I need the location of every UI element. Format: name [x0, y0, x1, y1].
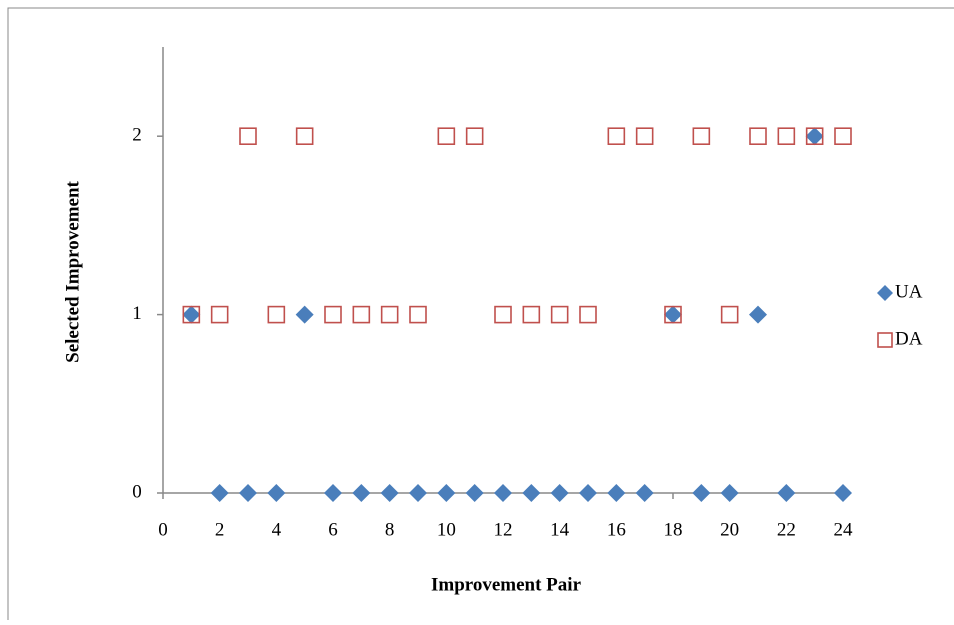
- x-tick-label: 18: [664, 519, 683, 540]
- x-tick-label: 8: [385, 519, 395, 540]
- point: [210, 484, 229, 502]
- point: [720, 305, 739, 324]
- x-tick-label: 0: [158, 519, 168, 540]
- y-axis-title: Selected Improvement: [62, 180, 83, 362]
- legend-marker: [877, 285, 893, 301]
- point: [352, 305, 371, 324]
- y-tick-label: 2: [132, 125, 142, 146]
- x-tick-label: 22: [777, 519, 796, 540]
- point: [777, 484, 796, 502]
- point: [380, 484, 399, 502]
- x-tick-label: 4: [272, 519, 282, 540]
- point: [239, 484, 257, 502]
- point: [805, 127, 824, 145]
- point: [437, 127, 456, 145]
- point: [352, 484, 371, 502]
- point: [777, 127, 796, 145]
- point: [834, 127, 852, 145]
- x-axis-title: Improvement Pair: [431, 574, 582, 595]
- x-tick-label: 2: [215, 519, 225, 540]
- point: [692, 127, 711, 145]
- x-tick-label: 14: [550, 519, 570, 540]
- legend-label: DA: [895, 328, 923, 349]
- point: [295, 305, 314, 324]
- point: [635, 127, 654, 145]
- point: [465, 127, 484, 145]
- point: [409, 305, 427, 324]
- point: [664, 305, 682, 324]
- point: [749, 305, 767, 324]
- point: [210, 305, 229, 324]
- point: [267, 484, 286, 502]
- point: [522, 484, 541, 502]
- point: [579, 484, 597, 502]
- point: [607, 127, 626, 145]
- y-tick-label: 0: [132, 481, 142, 502]
- point: [635, 484, 654, 502]
- point: [805, 127, 824, 146]
- point: [182, 305, 201, 324]
- point: [664, 305, 682, 324]
- point: [324, 484, 342, 502]
- point: [324, 305, 342, 324]
- point: [720, 484, 739, 502]
- x-tick-label: 10: [437, 519, 456, 540]
- point: [607, 484, 626, 502]
- x-tick-label: 12: [494, 519, 513, 540]
- point: [522, 305, 541, 324]
- x-tick-label: 6: [328, 519, 338, 540]
- x-tick-label: 20: [720, 519, 739, 540]
- point: [494, 484, 512, 502]
- x-tick-label: 16: [607, 519, 626, 540]
- point: [409, 484, 427, 502]
- y-tick-label: 1: [132, 303, 142, 324]
- x-tick-label: 24: [834, 519, 854, 540]
- point: [834, 484, 852, 502]
- point: [437, 484, 456, 502]
- point: [550, 305, 569, 324]
- point: [380, 305, 399, 324]
- chart-frame: [7, 7, 954, 625]
- point: [182, 305, 201, 324]
- point: [267, 305, 286, 324]
- point: [749, 127, 767, 145]
- legend-label: UA: [895, 281, 923, 302]
- point: [494, 305, 512, 324]
- point: [465, 484, 484, 502]
- point: [239, 127, 257, 145]
- point: [692, 484, 711, 502]
- legend-marker: [877, 332, 893, 348]
- point: [550, 484, 569, 502]
- point: [579, 305, 597, 324]
- point: [295, 127, 314, 145]
